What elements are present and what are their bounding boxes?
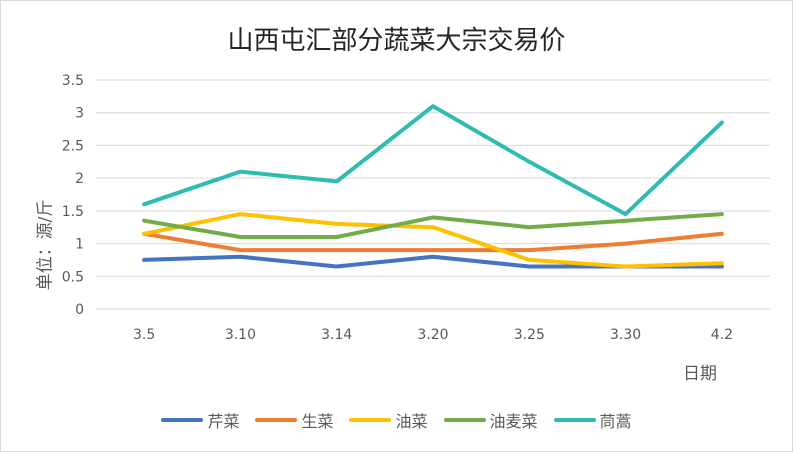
legend-swatch xyxy=(553,418,596,422)
series-line xyxy=(142,212,724,239)
legend-item: 茼蒿 xyxy=(553,408,632,432)
y-tick-label: 2 xyxy=(75,171,84,187)
y-tick-label: 1 xyxy=(75,237,84,253)
legend-label: 生菜 xyxy=(301,412,334,431)
y-tick-label: 2.5 xyxy=(62,138,84,154)
legend-swatch xyxy=(255,418,298,422)
legend-item: 芹菜 xyxy=(161,408,239,432)
legend-item: 油菜 xyxy=(349,408,428,432)
legend-swatch xyxy=(349,418,392,422)
chart-title: 山西屯汇部分蔬菜大宗交易价 xyxy=(227,26,566,56)
legend-swatch xyxy=(161,418,204,422)
series-line xyxy=(142,231,724,253)
x-tick-label: 3.14 xyxy=(321,327,352,343)
x-tick-label: 3.30 xyxy=(610,327,641,343)
x-tick-label: 3.20 xyxy=(417,327,448,343)
legend-label: 油菜 xyxy=(395,412,428,431)
x-tick-label: 3.10 xyxy=(225,327,256,343)
y-tick-label: 0.5 xyxy=(62,269,84,285)
legend-item: 油麦菜 xyxy=(443,408,538,432)
legend-label: 芹菜 xyxy=(207,412,240,431)
legend-label: 油麦菜 xyxy=(489,412,538,431)
legend-item: 生菜 xyxy=(255,408,333,432)
x-tick-label: 3.25 xyxy=(514,327,545,343)
series-line xyxy=(142,104,724,217)
x-axis-label: 日期 xyxy=(683,364,717,384)
x-tick-label: 4.2 xyxy=(711,327,733,343)
x-tick-label: 3.5 xyxy=(133,327,155,343)
y-tick-label: 3 xyxy=(75,106,84,122)
y-tick-label: 3.5 xyxy=(62,73,84,89)
y-tick-label: 0 xyxy=(75,302,84,318)
legend: 芹菜 生菜 油菜 油麦菜 茼蒿 xyxy=(0,408,793,432)
legend-swatch xyxy=(443,418,486,422)
y-tick-label: 1.5 xyxy=(62,204,84,220)
series-line xyxy=(142,212,724,269)
legend-label: 茼蒿 xyxy=(599,412,632,431)
